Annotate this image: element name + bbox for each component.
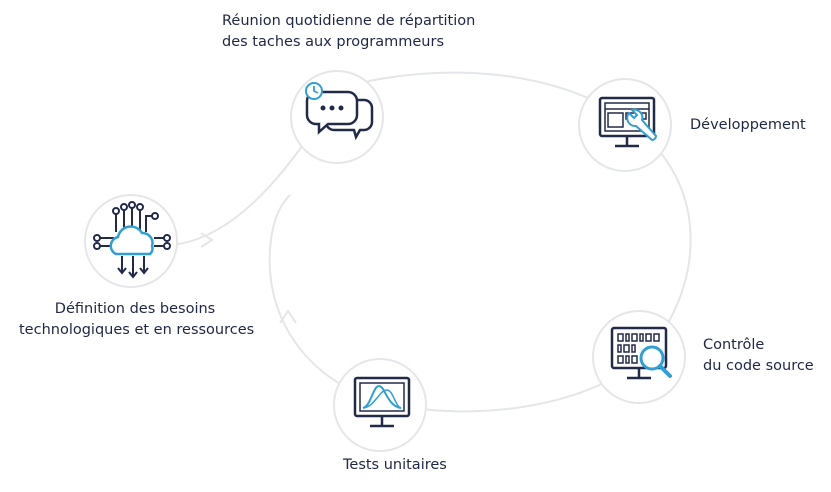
label-line: Développement xyxy=(690,117,806,133)
label-needs-definition: Définition des besoins technologiques et… xyxy=(19,299,255,341)
cloud-circuit-icon xyxy=(93,201,171,279)
label-daily-meeting: Réunion quotidienne de répartition des t… xyxy=(222,11,475,53)
label-line: Définition des besoins xyxy=(54,301,216,317)
node-development xyxy=(578,78,672,172)
chat-clock-icon xyxy=(305,82,374,141)
arrow-head-inner xyxy=(279,309,297,324)
label-line: Contrôle xyxy=(703,337,765,353)
monitor-graph-icon xyxy=(353,376,411,428)
label-line: des taches aux programmeurs xyxy=(222,34,445,50)
label-source-control: Contrôle du code source xyxy=(703,335,814,377)
arrow-head-left xyxy=(200,232,214,248)
label-unit-tests: Tests unitaires xyxy=(343,455,447,476)
monitor-wrench-icon xyxy=(598,96,658,148)
node-source-control xyxy=(592,310,686,404)
label-line: Tests unitaires xyxy=(343,457,447,473)
node-daily-meeting xyxy=(290,70,384,164)
label-line: Réunion quotidienne de répartition xyxy=(222,13,476,29)
node-unit-tests xyxy=(333,358,427,452)
label-development: Développement xyxy=(690,115,806,136)
monitor-magnifier-icon xyxy=(610,326,672,380)
label-line: du code source xyxy=(703,358,814,374)
node-needs-definition xyxy=(84,194,178,288)
label-line: technologiques et en ressources xyxy=(19,322,255,338)
